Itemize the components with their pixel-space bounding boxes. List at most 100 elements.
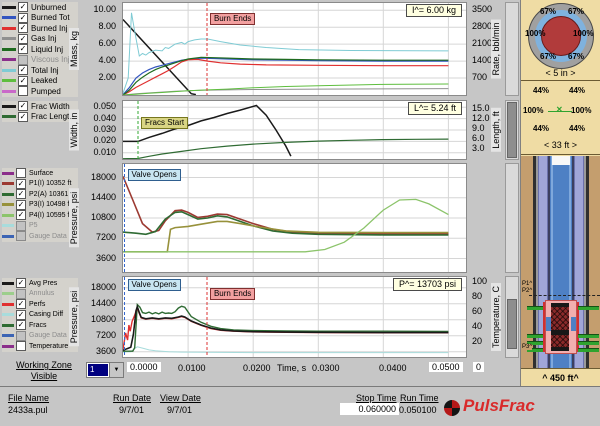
series-checkbox[interactable] xyxy=(16,168,26,179)
legend-item[interactable]: ✓ P4(I) 10595 ft xyxy=(2,210,78,221)
series-checkbox[interactable] xyxy=(16,330,26,341)
y-tick-label: 10.00 xyxy=(93,4,116,15)
working-zone-select[interactable]: 1 ▼ xyxy=(86,362,124,378)
time-tick-0[interactable]: 0.0000 xyxy=(127,362,161,372)
legend-item[interactable]: ✓ Total Inj xyxy=(2,65,78,76)
series-checkbox[interactable] xyxy=(18,86,28,97)
legend-item[interactable]: Annulus xyxy=(2,288,78,300)
legend-item[interactable]: ✓ Leaked xyxy=(2,75,78,87)
series-checkbox[interactable]: ✓ xyxy=(18,2,28,13)
legend-item[interactable]: Gauge Data xyxy=(2,231,78,242)
scrollbar-thumb[interactable] xyxy=(507,102,517,158)
right-tick-label: 15.0 xyxy=(472,103,490,114)
series-color-swatch xyxy=(2,203,14,207)
series-checkbox[interactable]: ✓ xyxy=(16,199,26,210)
time-tick-3: 0.0300 xyxy=(312,363,340,373)
series-checkbox[interactable]: ✓ xyxy=(16,210,26,221)
legend-item[interactable]: ✓ Burned Tot xyxy=(2,12,78,24)
series-checkbox[interactable]: ✓ xyxy=(18,111,28,122)
pressure-pane-scrollbar[interactable] xyxy=(505,276,519,358)
series-checkbox[interactable]: ✓ xyxy=(16,189,26,200)
legend-item[interactable]: Surface xyxy=(2,168,78,179)
open-pct2-left: 44% xyxy=(533,124,550,133)
series-color-swatch xyxy=(2,104,16,108)
series-label: Annulus xyxy=(29,290,55,298)
legend-item[interactable]: ✓ Gas Inj xyxy=(2,33,78,45)
legend-item[interactable]: ✓ Casing Diff xyxy=(2,309,78,321)
series-label: Gauge Data xyxy=(29,232,67,240)
y-axis-title: Mass, kg xyxy=(69,27,79,71)
legend-item[interactable]: Gauge Data xyxy=(2,330,78,342)
time-tick-2: 0.0200 xyxy=(243,363,271,373)
legend-item[interactable]: ✓ P2(A) 10361 ft xyxy=(2,189,78,200)
y-tick-label: 2.00 xyxy=(98,72,116,83)
series-checkbox[interactable]: ✓ xyxy=(18,101,28,112)
legend-item[interactable]: ✓ Fracs xyxy=(2,320,78,331)
series-checkbox[interactable]: ✓ xyxy=(18,23,28,34)
frac-plot[interactable]: L^= 5.24 ft Fracs Start xyxy=(122,100,467,160)
legend-item[interactable]: ✓ Avg Pres xyxy=(2,278,78,289)
legend-item[interactable]: ✓ Frac Length xyxy=(2,111,78,123)
mass-plot[interactable]: I^= 6.00 kg Burn Ends xyxy=(122,2,467,96)
series-color-swatch xyxy=(2,302,14,306)
tubing-wall-right xyxy=(572,156,574,368)
y-tick-label: 6.00 xyxy=(98,38,116,49)
series-checkbox[interactable]: ✓ xyxy=(16,309,26,320)
legend-item[interactable]: ✓ P1(I) 10352 ft xyxy=(2,178,78,190)
series-checkbox[interactable] xyxy=(16,220,26,231)
avg-pressure-plot[interactable]: P^= 13703 psi Valve Opens Burn Ends xyxy=(122,276,467,358)
series-checkbox[interactable]: ✓ xyxy=(18,65,28,76)
length-axis-title: Length, ft xyxy=(491,108,501,152)
series-color-swatch xyxy=(2,79,16,83)
y-axis-ticks: 18000 14400 10800 7200 3600 xyxy=(84,276,118,358)
series-checkbox[interactable]: ✓ xyxy=(18,12,28,23)
scrollbar-thumb[interactable] xyxy=(507,299,517,349)
gauge-pressure-plot[interactable]: Valve Opens xyxy=(122,163,467,273)
perf-marker xyxy=(527,306,543,310)
legend-item[interactable]: ✓ Perfs xyxy=(2,299,78,310)
series-checkbox[interactable]: ✓ xyxy=(16,320,26,331)
series-checkbox[interactable]: ✓ xyxy=(16,299,26,310)
x-marker-icon: ✕ xyxy=(556,105,563,114)
series-checkbox[interactable]: ✓ xyxy=(16,278,26,289)
stop-time-input[interactable]: 0.060000 xyxy=(340,403,399,415)
legend-item[interactable]: ✓ Liquid Inj xyxy=(2,44,78,55)
series-checkbox[interactable]: ✓ xyxy=(18,33,28,44)
mass-pane-scrollbar[interactable] xyxy=(505,2,519,96)
liner-right xyxy=(584,156,586,368)
time-tick-5[interactable]: 0.0500 xyxy=(429,362,463,372)
legend-item[interactable]: ✓ Burned Inj xyxy=(2,23,78,34)
event-label: Fracs Start xyxy=(140,117,189,129)
divider xyxy=(521,80,600,81)
wellbore-schematic: P1^ P2^ P3^ xyxy=(521,156,600,368)
legend-item[interactable]: ✓ Unburned xyxy=(2,2,78,13)
legend-item[interactable]: Temperature xyxy=(2,341,78,352)
series-checkbox[interactable]: ✓ xyxy=(18,44,28,55)
series-burned-inj xyxy=(123,58,449,95)
legend-item[interactable]: ✓ P3(I) 10498 ft xyxy=(2,199,78,211)
gauge-pane-scrollbar[interactable] xyxy=(505,163,519,273)
frac-pane-scrollbar[interactable] xyxy=(505,100,519,160)
open-pct-right: 44% xyxy=(569,86,586,95)
series-label: P4(I) 10595 ft xyxy=(29,211,72,219)
legend-item[interactable]: Viscous Inj xyxy=(2,54,78,66)
gun-cap-bottom xyxy=(551,347,569,351)
legend-item[interactable]: ✓ Frac Width xyxy=(2,101,78,112)
gun-housing xyxy=(545,300,577,354)
series-label: Liquid Inj xyxy=(31,44,64,54)
series-unburned xyxy=(123,18,197,95)
legend-item[interactable]: P5 xyxy=(2,220,78,232)
pct-top-left: 67% xyxy=(540,7,557,16)
series-checkbox[interactable] xyxy=(16,341,26,352)
y-tick-label: 0.020 xyxy=(93,135,116,146)
legend-item[interactable]: Pumped xyxy=(2,86,78,97)
series-checkbox[interactable] xyxy=(16,231,26,242)
chevron-down-icon[interactable]: ▼ xyxy=(109,363,123,377)
casing-wall-left xyxy=(533,156,536,368)
series-checkbox[interactable] xyxy=(16,288,26,299)
series-checkbox[interactable]: ✓ xyxy=(18,75,28,86)
series-checkbox[interactable]: ✓ xyxy=(16,178,26,189)
series-label: P2(A) 10361 ft xyxy=(29,190,75,198)
series-label: Gauge Data xyxy=(29,332,67,340)
series-checkbox[interactable] xyxy=(18,54,28,65)
